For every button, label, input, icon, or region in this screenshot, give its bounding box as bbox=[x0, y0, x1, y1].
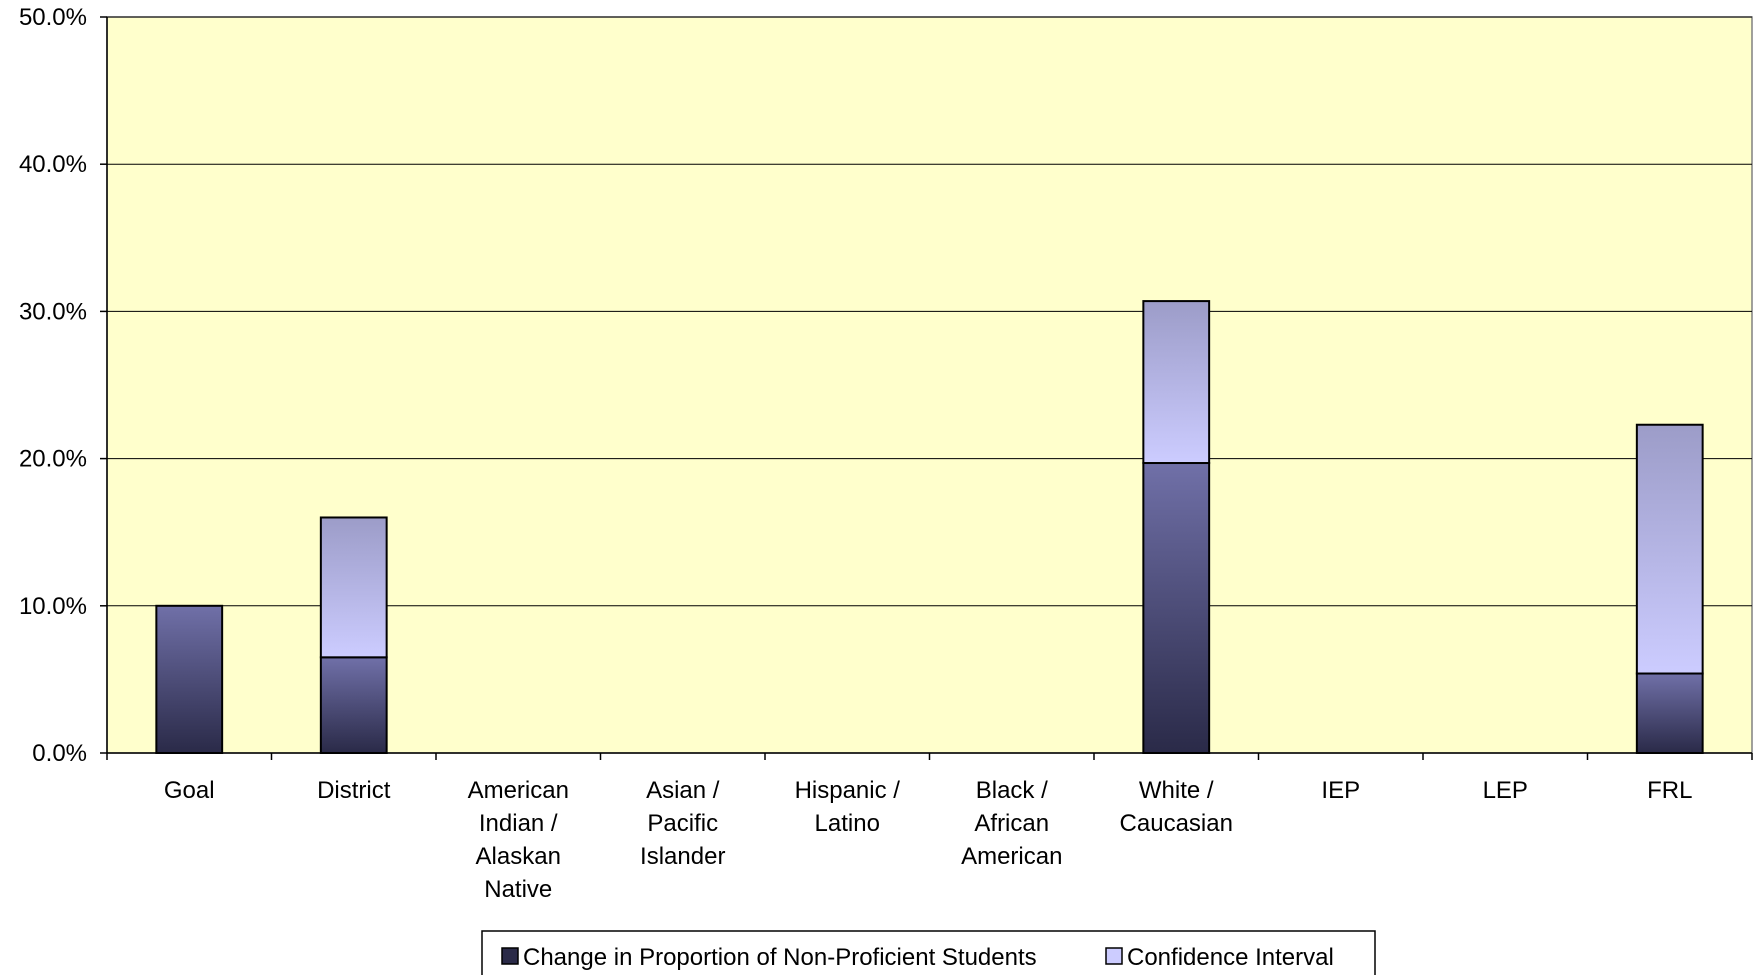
x-tick-label-line: Islander bbox=[640, 843, 725, 870]
x-tick-label-line: American bbox=[961, 843, 1062, 870]
x-tick-label-line: Latino bbox=[815, 810, 880, 837]
bar-series-2-9 bbox=[1635, 423, 1704, 675]
x-tick-label-line: Alaskan bbox=[476, 843, 561, 870]
x-tick-label-line: Hispanic / bbox=[795, 777, 901, 804]
x-tick-label-9: FRL bbox=[1647, 777, 1692, 804]
x-tick-label-5: Black / African American bbox=[961, 777, 1062, 870]
x-tick-label-4: Hispanic / Latino bbox=[795, 777, 901, 837]
x-tick-label-line: District bbox=[317, 777, 391, 804]
legend-box bbox=[481, 930, 1376, 980]
x-tick-label-line: Goal bbox=[164, 777, 215, 804]
x-tick-label-1: District bbox=[317, 777, 391, 804]
x-tick-label-line: African bbox=[974, 810, 1049, 837]
y-tick-label-5: 50.0% bbox=[19, 4, 87, 31]
x-tick-label-line: Native bbox=[484, 876, 552, 903]
x-tick-label-6: White / Caucasian bbox=[1120, 777, 1233, 837]
x-tick-label-line: IEP bbox=[1321, 777, 1360, 804]
x-tick-label-line: White / bbox=[1139, 777, 1214, 804]
legend-swatch-series-2 bbox=[1105, 947, 1123, 965]
bar-series-1-0 bbox=[155, 604, 224, 754]
legend-swatch-series-1 bbox=[501, 947, 519, 965]
x-tick-label-7: IEP bbox=[1321, 777, 1360, 804]
bar-series-1-6 bbox=[1142, 462, 1211, 754]
x-tick-label-line: Pacific bbox=[647, 810, 718, 837]
y-tick-label-2: 20.0% bbox=[19, 446, 87, 473]
x-tick-label-line: Black / bbox=[976, 777, 1048, 804]
x-tick-label-0: Goal bbox=[164, 777, 215, 804]
bars bbox=[155, 300, 1704, 755]
x-tick-label-2: American Indian / Alaskan Native bbox=[468, 777, 569, 903]
bar-series-1-9 bbox=[1635, 672, 1704, 755]
x-axis-category-labels: Goal District American Indian / Alaskan Nativ… bbox=[164, 777, 1693, 903]
y-tick-label-1: 10.0% bbox=[19, 593, 87, 620]
x-tick-label-line: FRL bbox=[1647, 777, 1692, 804]
axes bbox=[100, 16, 1753, 760]
legend-label-series-2: Confidence Interval bbox=[1127, 944, 1334, 971]
x-tick-label-8: LEP bbox=[1483, 777, 1528, 804]
y-tick-label-3: 30.0% bbox=[19, 298, 87, 325]
y-tick-label-0: 0.0% bbox=[32, 740, 87, 767]
x-tick-label-3: Asian / Pacific Islander bbox=[640, 777, 725, 870]
legend: Change in Proportion of Non-Proficient S… bbox=[481, 930, 1376, 980]
y-axis-tick-labels: 0.0% 10.0% 20.0% 30.0% 40.0% 50.0% bbox=[19, 4, 87, 767]
x-tick-label-line: Caucasian bbox=[1120, 810, 1233, 837]
bar-series-1-1 bbox=[319, 656, 388, 755]
x-tick-label-line: American bbox=[468, 777, 569, 804]
x-tick-label-line: Indian / bbox=[479, 810, 558, 837]
bar-series-2-6 bbox=[1142, 300, 1211, 465]
bar-series-2-1 bbox=[319, 516, 388, 659]
y-tick-label-4: 40.0% bbox=[19, 151, 87, 178]
x-tick-label-line: Asian / bbox=[646, 777, 720, 804]
legend-label-series-1: Change in Proportion of Non-Proficient S… bbox=[523, 944, 1037, 971]
x-tick-label-line: LEP bbox=[1483, 777, 1528, 804]
